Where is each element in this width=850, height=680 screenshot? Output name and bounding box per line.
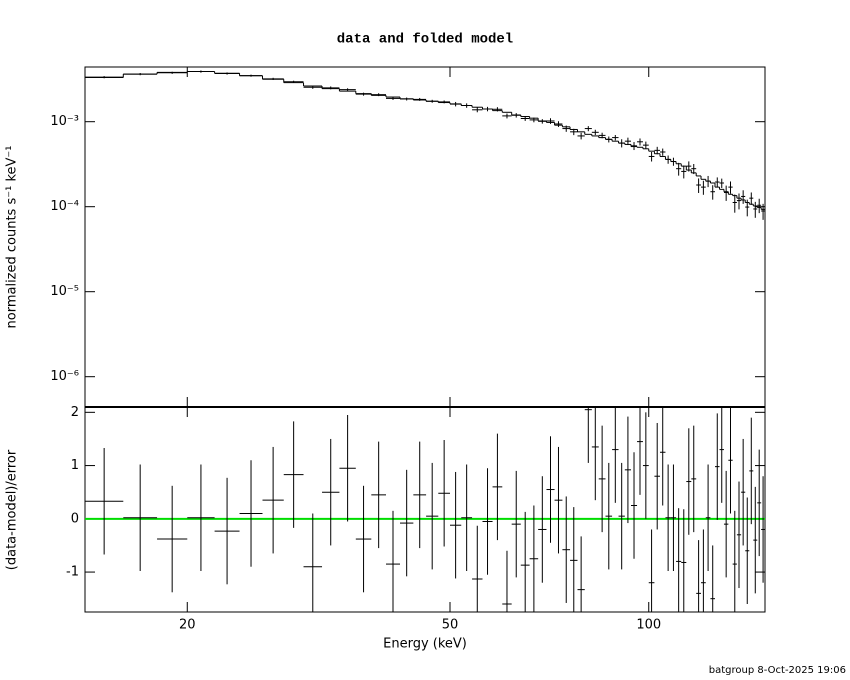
x-axis-label: Energy (keV) <box>383 637 467 652</box>
x-tick-label: 50 <box>442 618 459 633</box>
y-axis-label: (data-model)/error <box>5 449 20 570</box>
y-tick-label: 1 <box>71 458 79 473</box>
x-tick-label: 20 <box>179 618 196 633</box>
plot-area <box>85 70 765 220</box>
y-tick-label: 10⁻³ <box>50 114 79 129</box>
x-tick-label: 100 <box>636 618 661 633</box>
y-tick-label: 10⁻⁶ <box>50 369 79 384</box>
footer: batgroup 8-Oct-2025 19:06 <box>709 665 846 676</box>
chart-title: data and folded model <box>337 32 513 48</box>
y-tick-label: 10⁻⁴ <box>50 199 79 214</box>
y-tick-label: 10⁻⁵ <box>50 284 79 299</box>
y-tick-label: 2 <box>71 405 79 420</box>
y-tick-label: 0 <box>71 511 79 526</box>
y-axis-label: normalized counts s⁻¹ keV⁻¹ <box>5 146 20 329</box>
plot-area <box>85 407 765 612</box>
y-tick-label: -1 <box>66 565 79 580</box>
panel-frame <box>84 66 766 408</box>
